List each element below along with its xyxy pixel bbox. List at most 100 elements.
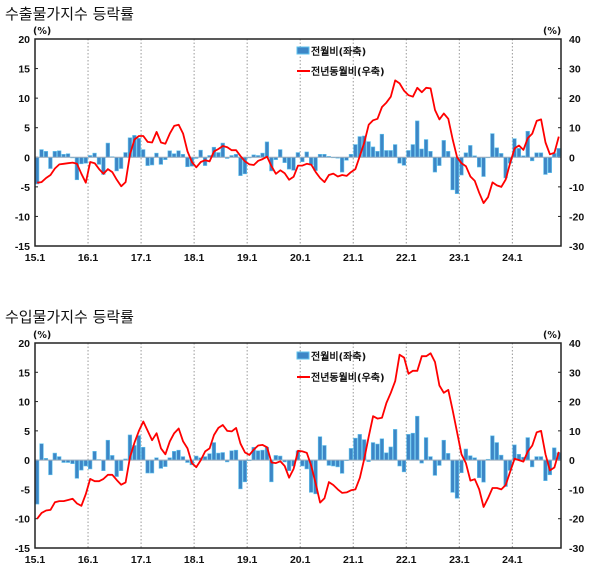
x-tick-label: 17.1 xyxy=(131,554,152,566)
mom-bar xyxy=(79,156,84,165)
mom-bar xyxy=(538,456,544,461)
mom-bar xyxy=(370,442,376,461)
x-tick-label: 19.1 xyxy=(237,554,258,566)
left-y-tick-label: 15 xyxy=(18,64,30,76)
x-tick-label: 15.1 xyxy=(25,554,46,566)
mom-bar xyxy=(118,459,124,471)
plot-frame xyxy=(34,342,562,549)
mom-bar xyxy=(273,455,278,461)
right-y-tick-label: 40 xyxy=(569,34,581,46)
mom-bar xyxy=(207,453,212,461)
mom-bar xyxy=(437,156,442,166)
mom-bar xyxy=(114,156,119,172)
mom-bar xyxy=(322,445,327,461)
mom-bar xyxy=(295,152,300,158)
mom-bar xyxy=(463,152,468,158)
x-tick-label: 16.1 xyxy=(78,252,99,264)
mom-bar xyxy=(286,156,292,170)
mom-bar xyxy=(375,151,380,158)
mom-bar xyxy=(468,145,473,158)
mom-bar xyxy=(543,459,548,481)
mom-bar xyxy=(534,456,539,461)
mom-bar xyxy=(34,156,40,185)
mom-bar xyxy=(57,456,62,461)
x-tick-label: 21.1 xyxy=(343,554,364,566)
mom-bar xyxy=(454,459,460,499)
mom-bar xyxy=(79,459,84,471)
mom-bar xyxy=(428,456,433,461)
mom-bar xyxy=(202,456,208,461)
left-y-tick-label: 10 xyxy=(18,93,30,105)
mom-bar xyxy=(238,156,243,176)
mom-bar xyxy=(331,459,336,467)
mom-bar xyxy=(375,443,380,461)
mom-bar xyxy=(123,152,128,158)
yoy-line xyxy=(37,79,560,205)
mom-bar xyxy=(101,459,106,471)
mom-bar xyxy=(410,144,415,158)
x-tick-label: 17.1 xyxy=(131,252,152,264)
plot-frame xyxy=(34,38,562,247)
legend-label-yoy: 전년동월비(우축) xyxy=(311,371,385,384)
mom-bar xyxy=(43,151,49,158)
right-axis-unit: (%) xyxy=(543,26,561,37)
mom-bar xyxy=(88,459,93,470)
left-y-tick-label: 20 xyxy=(18,34,30,46)
mom-bar xyxy=(423,139,429,158)
mom-bar xyxy=(158,459,163,469)
left-y-tick-label: -5 xyxy=(21,182,30,194)
left-y-tick-label: -10 xyxy=(15,514,30,526)
mom-bar xyxy=(370,146,376,158)
mom-bar xyxy=(450,156,455,191)
mom-bar xyxy=(220,452,225,461)
mom-bar xyxy=(300,459,305,467)
mom-bar xyxy=(52,151,57,158)
x-tick-label: 15.1 xyxy=(25,252,46,264)
x-tick-label: 21.1 xyxy=(343,252,364,264)
mom-bar xyxy=(39,149,44,158)
right-y-tick-label: -30 xyxy=(569,241,584,253)
mom-bar xyxy=(34,459,40,505)
mom-bar xyxy=(446,453,451,461)
mom-bar xyxy=(481,156,486,177)
mom-bar xyxy=(348,448,354,461)
mom-bar xyxy=(538,152,544,158)
mom-bar xyxy=(326,459,331,466)
mom-bar xyxy=(149,459,155,474)
x-tick-label: 23.1 xyxy=(449,252,470,264)
mom-bar xyxy=(176,449,181,461)
x-tick-label: 18.1 xyxy=(184,252,205,264)
mom-bar xyxy=(74,459,80,479)
mom-bar xyxy=(432,459,438,476)
x-tick-label: 19.1 xyxy=(237,252,258,264)
mom-bar xyxy=(353,437,358,461)
x-tick-label: 20.1 xyxy=(290,252,311,264)
export-price-chart: 수출물가지수 등락률 (%) (%) 15.1 16.1 17.1 18.1 19.1 2… xyxy=(5,5,584,264)
mom-bar xyxy=(83,459,88,467)
right-y-tick-label: 30 xyxy=(569,64,581,76)
mom-bar xyxy=(410,432,415,461)
import-price-chart: 수입물가지수 등락률 (%) (%) 15.1 16.1 17.1 18.1 19.1 2… xyxy=(5,308,584,566)
mom-bar xyxy=(145,156,150,166)
left-y-tick-label: 0 xyxy=(24,455,30,467)
x-tick-label: 23.1 xyxy=(449,554,470,566)
mom-bar xyxy=(525,130,530,158)
mom-bar xyxy=(304,459,309,470)
mom-bar xyxy=(229,450,234,461)
mom-bar xyxy=(83,156,88,164)
mom-bar xyxy=(291,156,296,171)
mom-bar xyxy=(114,459,119,477)
mom-bar xyxy=(238,459,243,490)
mom-bar xyxy=(490,133,495,158)
mom-bar xyxy=(282,156,287,163)
mom-bar xyxy=(384,452,389,461)
left-axis-unit: (%) xyxy=(33,26,51,37)
mom-bar xyxy=(194,455,199,461)
left-y-tick-label: 10 xyxy=(18,397,30,409)
mom-bar xyxy=(233,449,239,461)
mom-bar xyxy=(118,156,124,169)
left-y-tick-label: 0 xyxy=(24,152,30,164)
mom-bar xyxy=(172,451,177,461)
mom-bar xyxy=(468,455,473,461)
legend-label-mom: 전월비(좌축) xyxy=(311,45,366,58)
